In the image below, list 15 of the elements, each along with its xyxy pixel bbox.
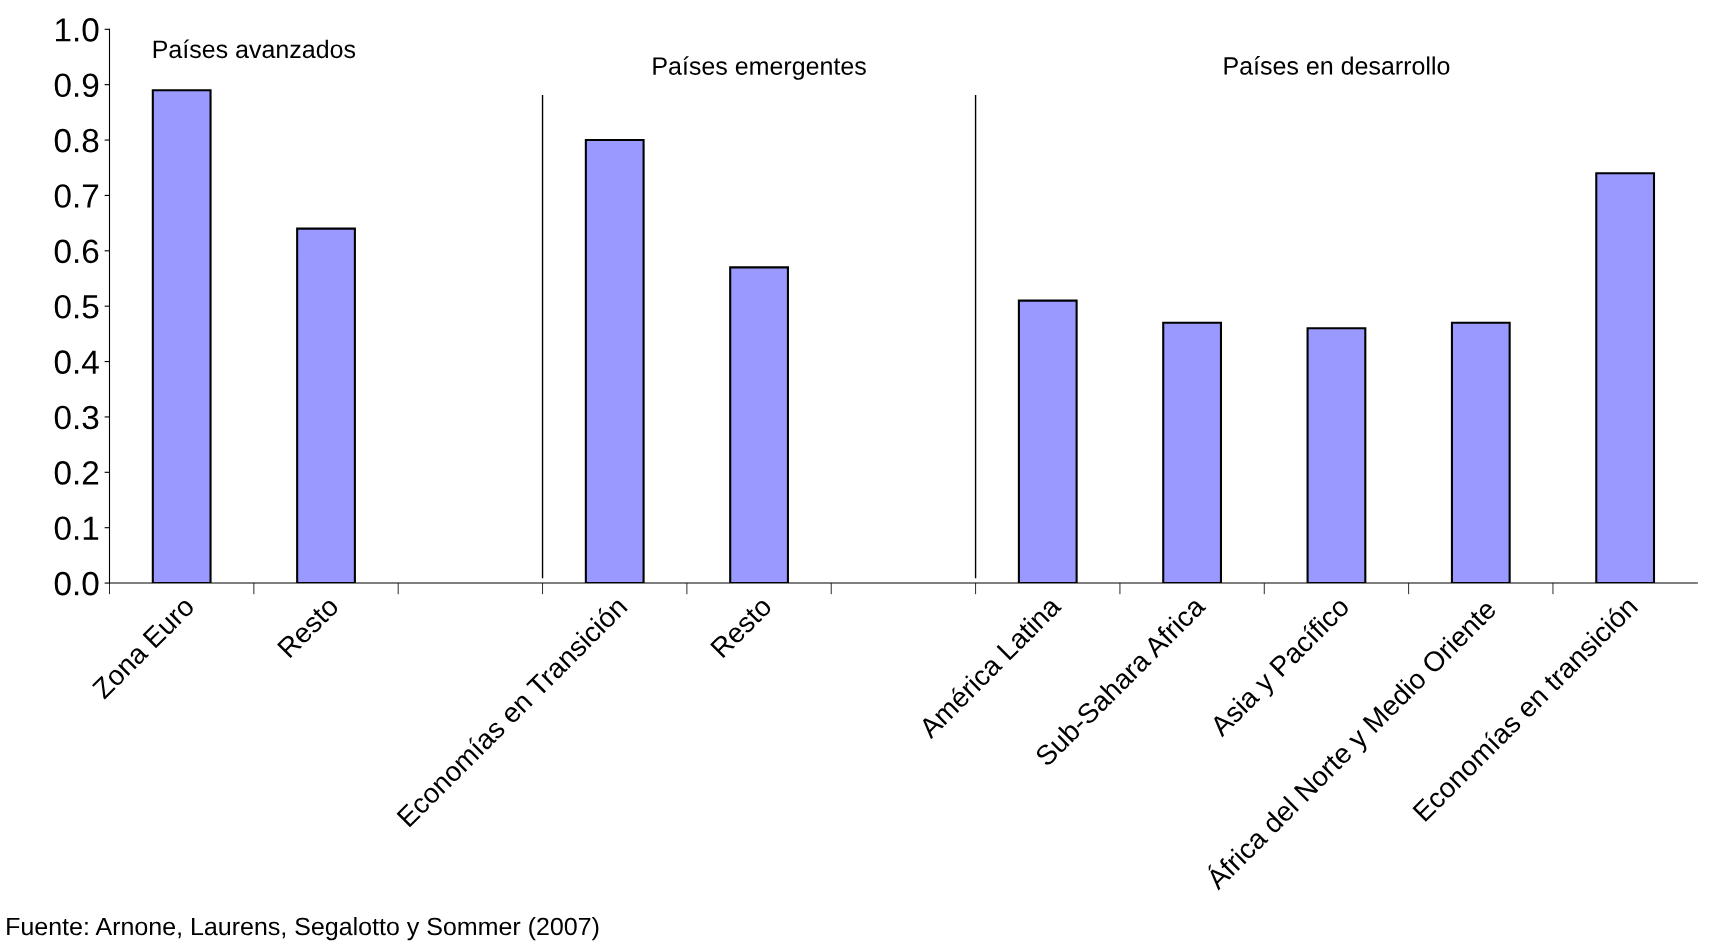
y-tick-label: 0.2 [54, 461, 99, 485]
annotation: Países emergentes [653, 56, 866, 80]
y-tick-label: 0.3 [54, 405, 99, 430]
y-tick-label: 0.5 [54, 294, 99, 319]
y-tick-label: 1.0 [55, 18, 99, 42]
y-tick-label: 0.8 [54, 128, 99, 153]
y-tick-label: 0.1 [54, 516, 99, 541]
y-tick-label: 0.0 [54, 571, 99, 596]
y-tick-label: 0.6 [54, 239, 99, 264]
y-tick-label: 0.7 [54, 184, 99, 208]
source-note: Fuente: Arnone, Laurens, Segalotto y Sommer (2007) [7, 916, 599, 941]
y-tick-label: 0.4 [54, 350, 99, 374]
annotation: Países en desarrollo [1224, 56, 1450, 75]
y-tick-label: 0.9 [54, 73, 99, 98]
annotation: Países avanzados [153, 39, 356, 59]
